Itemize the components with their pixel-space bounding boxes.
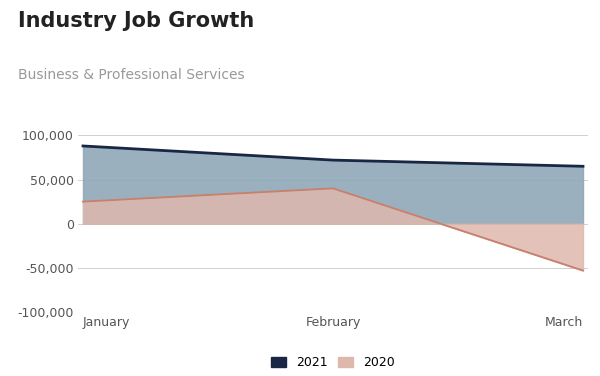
Text: Business & Professional Services: Business & Professional Services [18, 68, 245, 82]
Text: Industry Job Growth: Industry Job Growth [18, 11, 254, 31]
Legend: 2021, 2020: 2021, 2020 [268, 352, 398, 373]
